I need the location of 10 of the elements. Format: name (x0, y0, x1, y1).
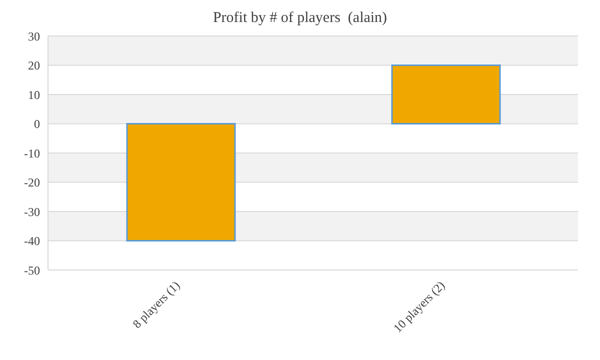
y-tick-label: 20 (28, 58, 40, 73)
y-tick-label: 10 (28, 88, 40, 102)
y-tick-label: -10 (24, 146, 40, 160)
chart-title: Profit by # of players (alain) (212, 9, 388, 28)
y-tick-label: -50 (24, 263, 40, 278)
y-tick-label: 30 (28, 29, 40, 44)
y-tick-label: 0 (34, 117, 40, 132)
y-tick-label: -20 (24, 176, 40, 190)
y-tick-label: -30 (24, 204, 40, 219)
y-tick-label: -40 (24, 234, 40, 248)
